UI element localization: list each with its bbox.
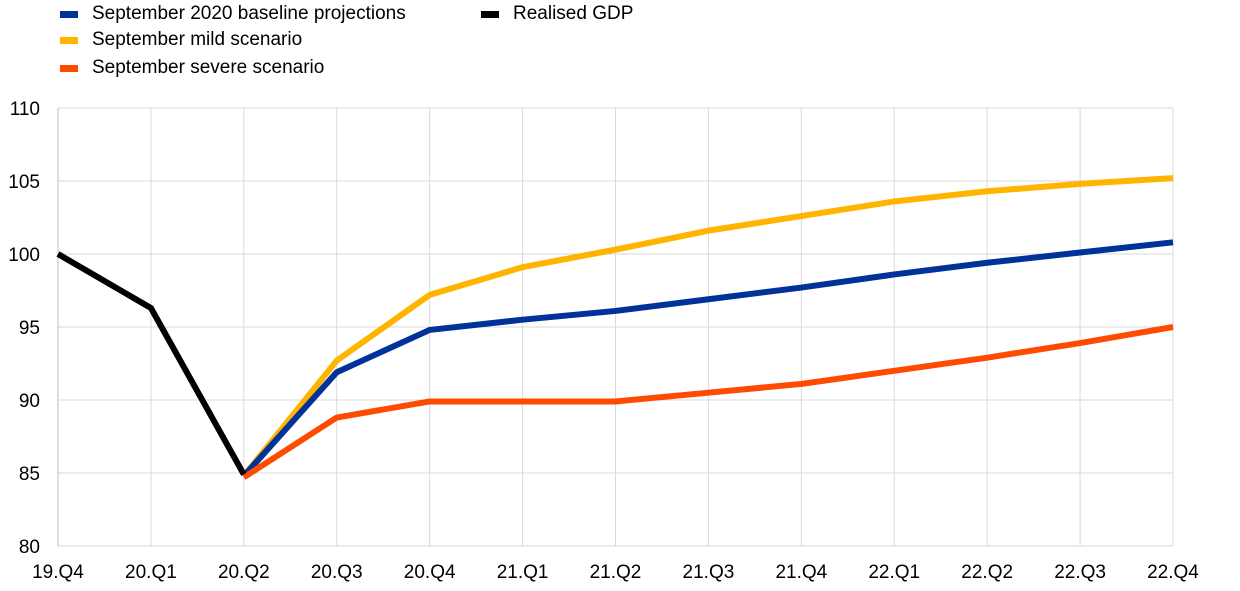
- x-tick-labels: 19.Q4 20.Q1 20.Q2 20.Q3 20.Q4 21.Q1 21.Q2 21.Q3…: [32, 562, 1199, 583]
- gridlines: [57, 107, 1174, 547]
- y-tick-label: 90: [19, 391, 40, 412]
- legend-swatch-severe: [60, 64, 78, 72]
- series-line-3: [242, 324, 1174, 480]
- x-tick-label: 20.Q1: [125, 562, 177, 583]
- x-tick-label: 21.Q4: [775, 562, 827, 583]
- legend-label-realised-gdp: Realised GDP: [513, 3, 634, 24]
- y-tick-labels: 80 85 90 95 100 105 110: [8, 99, 40, 558]
- x-tick-label: 19.Q4: [32, 562, 84, 583]
- series-line-0: [241, 239, 1174, 478]
- y-tick-label: 85: [19, 464, 40, 485]
- x-tick-label: 20.Q4: [404, 562, 456, 583]
- legend-swatch-realised-gdp: [481, 10, 499, 18]
- y-tick-label: 80: [19, 537, 40, 558]
- x-tick-label: 21.Q2: [590, 562, 642, 583]
- legend-item-severe: September severe scenario: [60, 55, 324, 81]
- series-lines: [56, 175, 1174, 480]
- x-tick-label: 22.Q1: [868, 562, 920, 583]
- y-tick-label: 110: [10, 99, 40, 120]
- x-tick-label: 20.Q2: [218, 562, 270, 583]
- x-tick-label: 21.Q3: [683, 562, 735, 583]
- legend-label-baseline: September 2020 baseline projections: [92, 3, 406, 24]
- x-tick-label: 20.Q3: [311, 562, 363, 583]
- series-line-1: [56, 251, 247, 476]
- legend-swatch-mild: [60, 36, 78, 44]
- legend-label-mild: September mild scenario: [92, 29, 303, 50]
- series-line-2: [241, 175, 1174, 478]
- y-tick-label: 95: [19, 318, 40, 339]
- y-tick-label: 100: [8, 245, 40, 266]
- chart-legend: September 2020 baseline projections Real…: [0, 0, 1240, 90]
- x-tick-label: 21.Q1: [497, 562, 549, 583]
- legend-item-baseline: September 2020 baseline projections: [60, 1, 406, 27]
- y-tick-label: 105: [8, 172, 40, 193]
- legend-item-realised-gdp: Realised GDP: [481, 1, 633, 27]
- x-tick-label: 22.Q2: [961, 562, 1013, 583]
- legend-swatch-baseline: [60, 10, 78, 18]
- x-tick-label: 22.Q3: [1054, 562, 1106, 583]
- legend-label-severe: September severe scenario: [92, 57, 325, 78]
- x-tick-label: 22.Q4: [1147, 562, 1199, 583]
- legend-item-mild: September mild scenario: [60, 27, 302, 53]
